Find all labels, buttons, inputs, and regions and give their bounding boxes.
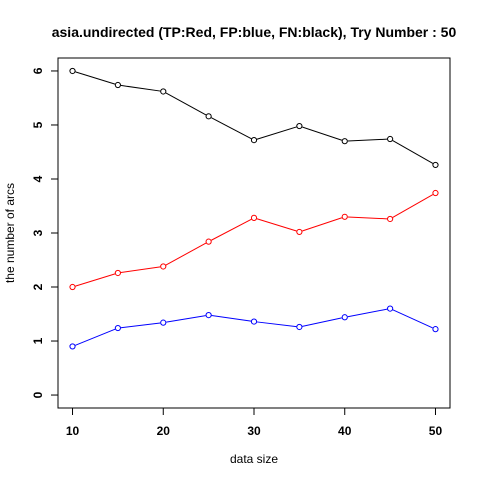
series-2 <box>69 189 439 291</box>
chart-title: asia.undirected (TP:Red, FP:blue, FN:bla… <box>52 24 457 40</box>
data-point <box>250 136 258 144</box>
series-line-segment <box>120 84 161 92</box>
series-line-segment <box>302 217 343 232</box>
series-line-segment <box>165 242 207 266</box>
data-point <box>69 343 76 350</box>
data-point <box>114 324 121 332</box>
series-line-segment <box>392 309 433 329</box>
data-point <box>341 314 348 321</box>
series-line-segment <box>211 315 252 322</box>
data-point <box>432 326 439 333</box>
data-point <box>387 215 394 223</box>
series-line-segment <box>211 117 252 140</box>
data-point <box>296 122 303 130</box>
series-line-segment <box>75 273 116 287</box>
series-3 <box>69 305 439 350</box>
data-point <box>341 213 348 220</box>
x-axis-label: data size <box>230 452 278 466</box>
series-line-segment <box>75 328 116 346</box>
data-point <box>250 318 258 325</box>
data-point <box>160 88 167 95</box>
x-tick-label: 40 <box>338 424 352 438</box>
series-line-segment <box>211 218 252 241</box>
series-line-segment <box>120 266 161 274</box>
series-1 <box>69 67 439 169</box>
plot-frame <box>57 57 451 409</box>
data-point <box>432 161 439 169</box>
data-point <box>296 323 303 331</box>
x-tick-label: 10 <box>66 424 80 438</box>
data-point <box>250 214 258 221</box>
y-tick-label: 6 <box>31 67 45 74</box>
series-line-segment <box>392 194 434 218</box>
series-line-segment <box>165 92 207 116</box>
y-tick-label: 5 <box>31 121 45 128</box>
x-tick-label: 30 <box>247 424 261 438</box>
x-axis: 10 20 30 40 50 <box>66 408 443 438</box>
series-line-segment <box>302 126 343 141</box>
series-line-segment <box>75 71 116 85</box>
series-layer <box>69 67 439 350</box>
data-point <box>114 269 121 277</box>
data-point <box>114 81 121 89</box>
series-line-segment <box>256 218 297 232</box>
series-line-segment <box>347 138 388 142</box>
y-tick-label: 0 <box>31 391 45 398</box>
data-point <box>205 311 212 319</box>
series-line-segment <box>256 321 297 328</box>
series-line-segment <box>166 315 206 323</box>
data-point <box>205 113 212 120</box>
data-point <box>387 135 394 143</box>
x-tick-label: 50 <box>429 424 443 438</box>
data-point <box>432 189 439 197</box>
series-line-segment <box>256 126 297 140</box>
series-line-segment <box>120 322 161 329</box>
x-tick-label: 20 <box>157 424 171 438</box>
y-tick-label: 2 <box>31 283 45 290</box>
y-tick-label: 4 <box>31 175 45 182</box>
series-line-segment <box>302 317 342 327</box>
y-tick-label: 1 <box>31 337 45 344</box>
data-point <box>160 263 167 270</box>
y-axis-label: the number of arcs <box>3 183 17 283</box>
series-line-segment <box>392 140 434 164</box>
data-point <box>387 305 394 312</box>
data-point <box>296 228 303 236</box>
data-point <box>341 138 348 145</box>
y-axis: 0 1 2 3 4 5 6 <box>31 67 58 398</box>
series-line-segment <box>347 216 388 220</box>
y-tick-label: 3 <box>31 229 45 236</box>
data-point <box>69 67 76 75</box>
data-point <box>160 319 167 326</box>
data-point <box>69 283 76 291</box>
data-point <box>205 238 212 245</box>
series-line-segment <box>347 308 388 318</box>
